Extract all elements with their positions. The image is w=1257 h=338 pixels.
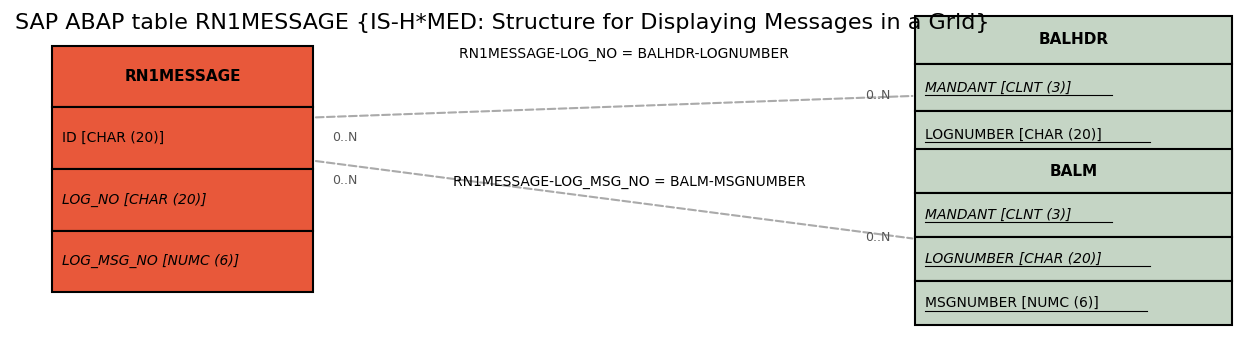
Bar <box>53 169 313 231</box>
Text: MANDANT [CLNT (3)]: MANDANT [CLNT (3)] <box>925 208 1071 222</box>
Text: BALHDR: BALHDR <box>1038 32 1109 47</box>
Text: SAP ABAP table RN1MESSAGE {IS-H*MED: Structure for Displaying Messages in a Grid: SAP ABAP table RN1MESSAGE {IS-H*MED: Str… <box>15 13 989 33</box>
Text: BALM: BALM <box>1050 164 1097 178</box>
Text: LOG_NO [CHAR (20)]: LOG_NO [CHAR (20)] <box>63 193 207 207</box>
Text: 0..N: 0..N <box>332 131 357 144</box>
Text: LOG_MSG_NO [NUMC (6)]: LOG_MSG_NO [NUMC (6)] <box>63 254 240 268</box>
Bar <box>915 237 1232 281</box>
Text: LOGNUMBER [CHAR (20)]: LOGNUMBER [CHAR (20)] <box>925 128 1102 142</box>
Text: 0..N: 0..N <box>865 231 890 244</box>
Text: MANDANT [CLNT (3)]: MANDANT [CLNT (3)] <box>925 80 1071 95</box>
Bar <box>915 281 1232 325</box>
Text: LOGNUMBER [CHAR (20)]: LOGNUMBER [CHAR (20)] <box>925 252 1101 266</box>
Text: MSGNUMBER [NUMC (6)]: MSGNUMBER [NUMC (6)] <box>925 296 1099 310</box>
Text: RN1MESSAGE-LOG_MSG_NO = BALM-MSGNUMBER: RN1MESSAGE-LOG_MSG_NO = BALM-MSGNUMBER <box>454 175 806 189</box>
Bar <box>915 112 1232 159</box>
Bar <box>53 107 313 169</box>
Text: 0..N: 0..N <box>332 174 357 187</box>
Text: 0..N: 0..N <box>865 89 890 102</box>
Text: RN1MESSAGE: RN1MESSAGE <box>124 69 241 84</box>
Bar <box>53 231 313 292</box>
Bar <box>915 193 1232 237</box>
Text: RN1MESSAGE-LOG_NO = BALHDR-LOGNUMBER: RN1MESSAGE-LOG_NO = BALHDR-LOGNUMBER <box>459 47 788 61</box>
Text: ID [CHAR (20)]: ID [CHAR (20)] <box>63 131 165 145</box>
Bar <box>915 149 1232 193</box>
Bar <box>915 64 1232 112</box>
Bar <box>915 16 1232 64</box>
Bar <box>53 46 313 107</box>
